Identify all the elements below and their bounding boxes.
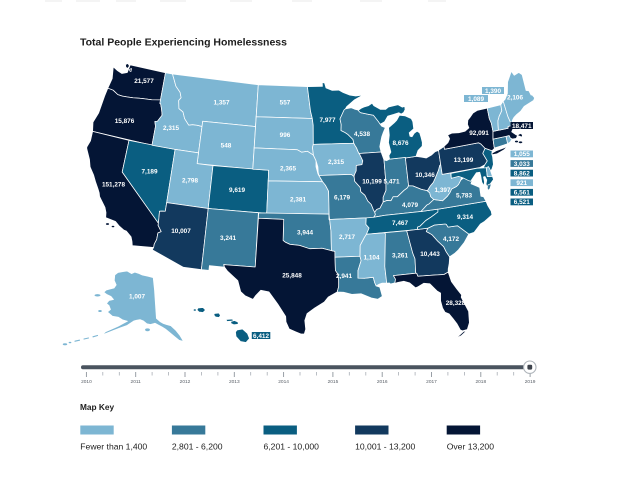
svg-text:2,315: 2,315 bbox=[328, 159, 344, 166]
svg-text:6,179: 6,179 bbox=[334, 195, 350, 202]
svg-text:28,328: 28,328 bbox=[446, 300, 466, 307]
svg-text:2013: 2013 bbox=[229, 379, 240, 385]
svg-text:2015: 2015 bbox=[328, 379, 339, 385]
svg-text:Total People Experiencing Home: Total People Experiencing Homelessness bbox=[80, 37, 287, 49]
svg-text:7,189: 7,189 bbox=[142, 169, 158, 176]
svg-text:Map Key: Map Key bbox=[80, 402, 115, 412]
svg-text:9,314: 9,314 bbox=[457, 214, 473, 221]
svg-text:3,241: 3,241 bbox=[220, 235, 236, 242]
svg-text:151,278: 151,278 bbox=[102, 182, 126, 189]
svg-text:921: 921 bbox=[516, 180, 527, 187]
svg-text:6,521: 6,521 bbox=[514, 199, 530, 206]
svg-text:10,346: 10,346 bbox=[415, 172, 435, 179]
svg-text:3,261: 3,261 bbox=[392, 253, 408, 260]
svg-text:7,467: 7,467 bbox=[392, 220, 408, 227]
svg-text:6,201 - 10,000: 6,201 - 10,000 bbox=[264, 442, 320, 452]
svg-text:2,365: 2,365 bbox=[280, 166, 296, 173]
svg-text:8,862: 8,862 bbox=[514, 170, 530, 177]
svg-text:2,798: 2,798 bbox=[182, 178, 198, 185]
svg-text:8,676: 8,676 bbox=[393, 140, 409, 147]
svg-text:2011: 2011 bbox=[131, 379, 142, 385]
svg-text:Over 13,200: Over 13,200 bbox=[447, 442, 495, 452]
svg-text:2019: 2019 bbox=[525, 379, 536, 385]
svg-text:4,172: 4,172 bbox=[443, 236, 459, 243]
svg-text:1,089: 1,089 bbox=[468, 96, 484, 103]
svg-text:10,001 - 13,200: 10,001 - 13,200 bbox=[355, 442, 415, 452]
svg-text:1,104: 1,104 bbox=[364, 255, 380, 262]
svg-text:5,471: 5,471 bbox=[384, 179, 400, 186]
svg-text:3,033: 3,033 bbox=[514, 161, 530, 168]
svg-text:1,397: 1,397 bbox=[435, 187, 451, 194]
svg-text:1,390: 1,390 bbox=[485, 88, 501, 95]
svg-text:2,106: 2,106 bbox=[507, 95, 523, 102]
svg-text:9,619: 9,619 bbox=[229, 187, 245, 194]
svg-text:Fewer than 1,400: Fewer than 1,400 bbox=[80, 442, 147, 452]
svg-text:2,801 - 6,200: 2,801 - 6,200 bbox=[172, 442, 223, 452]
svg-text:6,412: 6,412 bbox=[253, 333, 269, 340]
svg-text:2017: 2017 bbox=[426, 379, 437, 385]
svg-text:1,007: 1,007 bbox=[129, 294, 145, 301]
svg-text:10,007: 10,007 bbox=[171, 228, 191, 235]
svg-text:1,357: 1,357 bbox=[214, 100, 230, 107]
svg-text:548: 548 bbox=[221, 143, 232, 150]
svg-text:4,079: 4,079 bbox=[402, 202, 418, 209]
svg-text:13,199: 13,199 bbox=[454, 157, 474, 164]
svg-text:18,471: 18,471 bbox=[512, 123, 532, 130]
svg-text:2014: 2014 bbox=[278, 379, 289, 385]
svg-text:5,783: 5,783 bbox=[456, 193, 472, 200]
svg-text:2018: 2018 bbox=[475, 379, 486, 385]
svg-text:10,199: 10,199 bbox=[362, 179, 382, 186]
svg-text:1,055: 1,055 bbox=[514, 151, 530, 158]
svg-text:6,561: 6,561 bbox=[514, 190, 530, 197]
svg-text:3,944: 3,944 bbox=[297, 230, 313, 237]
svg-text:996: 996 bbox=[280, 132, 291, 139]
svg-text:2,941: 2,941 bbox=[336, 273, 352, 280]
svg-text:21,577: 21,577 bbox=[134, 78, 154, 85]
svg-text:25,848: 25,848 bbox=[282, 273, 302, 280]
svg-text:2,315: 2,315 bbox=[163, 125, 179, 132]
svg-text:2,381: 2,381 bbox=[290, 197, 306, 204]
svg-text:2010: 2010 bbox=[81, 379, 92, 385]
svg-text:7,977: 7,977 bbox=[320, 117, 336, 124]
svg-text:15,876: 15,876 bbox=[115, 118, 135, 125]
svg-text:4,538: 4,538 bbox=[354, 131, 370, 138]
svg-text:557: 557 bbox=[280, 100, 291, 107]
svg-text:2,717: 2,717 bbox=[339, 234, 355, 241]
svg-text:2016: 2016 bbox=[377, 379, 388, 385]
svg-text:10,443: 10,443 bbox=[420, 251, 440, 258]
svg-text:2012: 2012 bbox=[180, 379, 191, 385]
svg-text:92,091: 92,091 bbox=[469, 130, 489, 137]
